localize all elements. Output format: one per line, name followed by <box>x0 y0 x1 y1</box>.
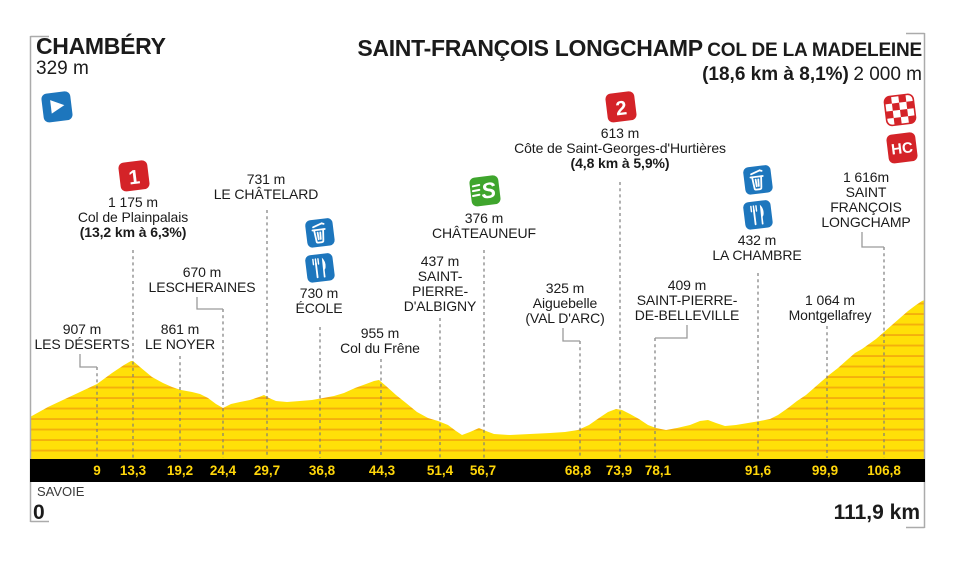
hc-climb-icon: HC <box>881 128 921 168</box>
waypoint-chateauneuf: S 376 m CHÂTEAUNEUF <box>419 171 549 241</box>
finish-gradient: (18,6 km à 8,1%) <box>702 64 849 85</box>
region-label: SAVOIE <box>37 484 85 499</box>
finish-city: SAINT-FRANÇOIS LONGCHAMP <box>357 35 703 61</box>
sprint-icon: S <box>419 171 549 211</box>
km-tick: 36,8 <box>308 463 336 478</box>
start-flag-icon <box>36 87 76 127</box>
waypoint-le-noyer: 861 m LE NOYER <box>145 321 215 352</box>
start-city: CHAMBÉRY <box>36 33 166 59</box>
waypoint-les-deserts: 907 m LES DÉSERTS <box>34 321 130 352</box>
start-km-label: 0 <box>33 501 45 524</box>
waypoint-aiguebelle: 325 m Aiguebelle (VAL D'ARC) <box>525 280 605 326</box>
waypoint-saint-francois-longchamp: 1 616m SAINT FRANÇOIS LONGCHAMP <box>821 169 911 230</box>
finish-climb-name: COL DE LA MADELEINE <box>707 40 922 61</box>
start-header: CHAMBÉRY 329 m <box>36 34 166 80</box>
waypoint-col-du-frene: 955 m Col du Frêne <box>340 325 420 356</box>
waste-zone-icon <box>697 162 817 198</box>
waypoint-le-chatelard: 731 m LE CHÂTELARD <box>213 171 319 202</box>
km-tick: 13,3 <box>119 463 147 478</box>
waypoint-montgellafrey: 1 064 m Montgellafrey <box>788 292 872 323</box>
category-2-flag-icon: 2 <box>500 88 740 126</box>
km-tick: 51,4 <box>426 463 454 478</box>
km-tick: 9 <box>93 463 101 478</box>
km-tick: 91,6 <box>744 463 772 478</box>
category-1-flag-icon: 1 <box>48 157 218 195</box>
svg-text:1: 1 <box>127 166 141 189</box>
waypoint-cote-de-saint-georges: 2 613 m Côte de Saint-Georges-d'Hurtière… <box>500 88 740 171</box>
distance-bar: 9 13,3 19,2 24,4 29,7 36,8 44,3 51,4 56,… <box>30 459 925 482</box>
km-tick: 24,4 <box>209 463 237 478</box>
km-tick: 44,3 <box>368 463 396 478</box>
elevation-profile-area <box>30 300 925 459</box>
start-elevation: 329 m <box>36 58 89 79</box>
km-tick: 73,9 <box>605 463 633 478</box>
finish-flag-icon <box>879 90 919 130</box>
waypoint-col-de-plainpalais: 1 1 175 m Col de Plainpalais (13,2 km à … <box>48 157 218 240</box>
km-tick: 29,7 <box>253 463 281 478</box>
svg-text:S: S <box>480 177 498 204</box>
km-tick: 68,8 <box>564 463 592 478</box>
km-tick: 99,9 <box>811 463 839 478</box>
waypoint-locator-lines <box>79 182 885 458</box>
km-tick: 106,8 <box>867 463 901 478</box>
km-tick: 19,2 <box>166 463 194 478</box>
km-tick: 56,7 <box>469 463 497 478</box>
km-tick: 78,1 <box>644 463 672 478</box>
waypoint-lescheraines: 670 m LESCHERAINES <box>148 264 256 295</box>
frame-brackets <box>29 32 926 529</box>
waypoint-ecole: 730 m ÉCOLE <box>269 215 369 316</box>
finish-elevation: 2 000 m <box>853 64 922 85</box>
finish-header: SAINT-FRANÇOIS LONGCHAMP COL DE LA MADEL… <box>357 36 922 86</box>
feed-zone-icon <box>697 197 817 233</box>
feed-zone-icon <box>269 250 369 286</box>
total-distance-label: 111,9 km <box>833 501 920 524</box>
waypoint-saint-pierre-de-belleville: 409 m SAINT-PIERRE- DE-BELLEVILLE <box>634 277 740 323</box>
svg-text:HC: HC <box>890 139 914 159</box>
waypoint-la-chambre: 432 m LA CHAMBRE <box>697 162 817 263</box>
svg-text:2: 2 <box>614 97 628 120</box>
waypoint-saint-pierre-d-albigny: 437 m SAINT- PIERRE- D'ALBIGNY <box>403 253 477 314</box>
waste-zone-icon <box>269 215 369 251</box>
